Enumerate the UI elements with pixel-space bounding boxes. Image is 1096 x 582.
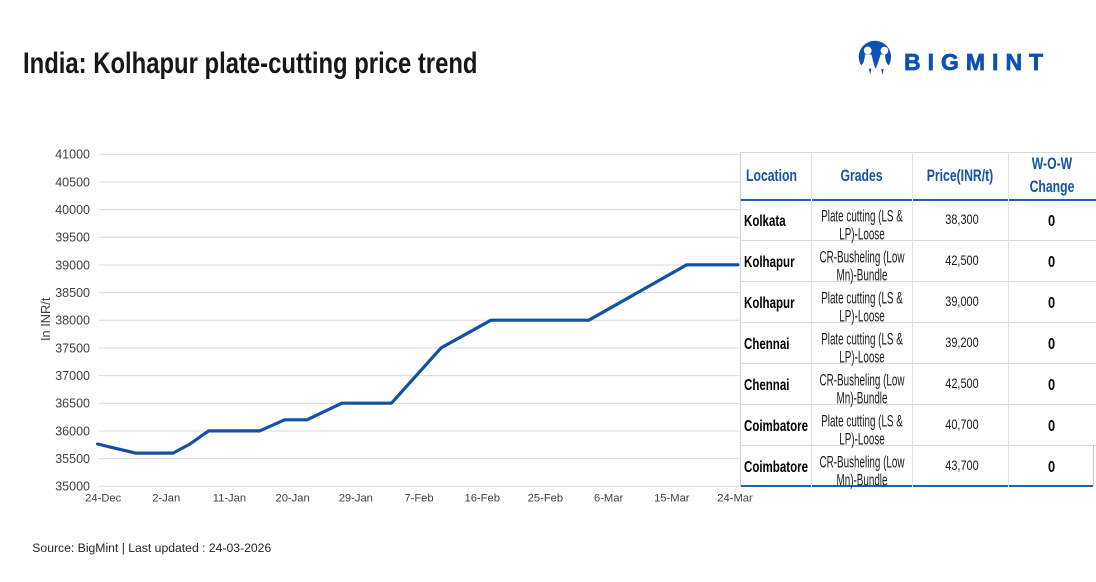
svg-text:39500: 39500 [55,231,90,245]
svg-text:36000: 36000 [55,424,90,438]
svg-text:2-Jan: 2-Jan [152,493,180,505]
svg-text:16-Feb: 16-Feb [464,493,499,505]
svg-text:37500: 37500 [55,341,90,355]
svg-text:11-Jan: 11-Jan [213,493,246,505]
svg-text:40500: 40500 [55,175,90,189]
svg-text:24-Mar: 24-Mar [717,493,753,505]
svg-text:In INR/t: In INR/t [38,297,53,341]
svg-text:40000: 40000 [55,203,90,217]
svg-text:36500: 36500 [55,397,90,411]
svg-text:38500: 38500 [55,286,90,300]
svg-text:37000: 37000 [55,369,90,383]
svg-text:35000: 35000 [55,480,90,494]
svg-text:38000: 38000 [55,314,90,328]
svg-text:39000: 39000 [55,258,90,272]
svg-text:41000: 41000 [55,148,90,162]
svg-text:35500: 35500 [55,452,90,466]
svg-text:15-Mar: 15-Mar [654,493,690,505]
svg-text:6-Mar: 6-Mar [594,493,623,505]
svg-text:20-Jan: 20-Jan [275,493,309,505]
svg-text:24-Dec: 24-Dec [85,493,121,505]
svg-text:25-Feb: 25-Feb [528,493,563,505]
svg-text:29-Jan: 29-Jan [339,493,373,505]
svg-text:7-Feb: 7-Feb [404,493,433,505]
